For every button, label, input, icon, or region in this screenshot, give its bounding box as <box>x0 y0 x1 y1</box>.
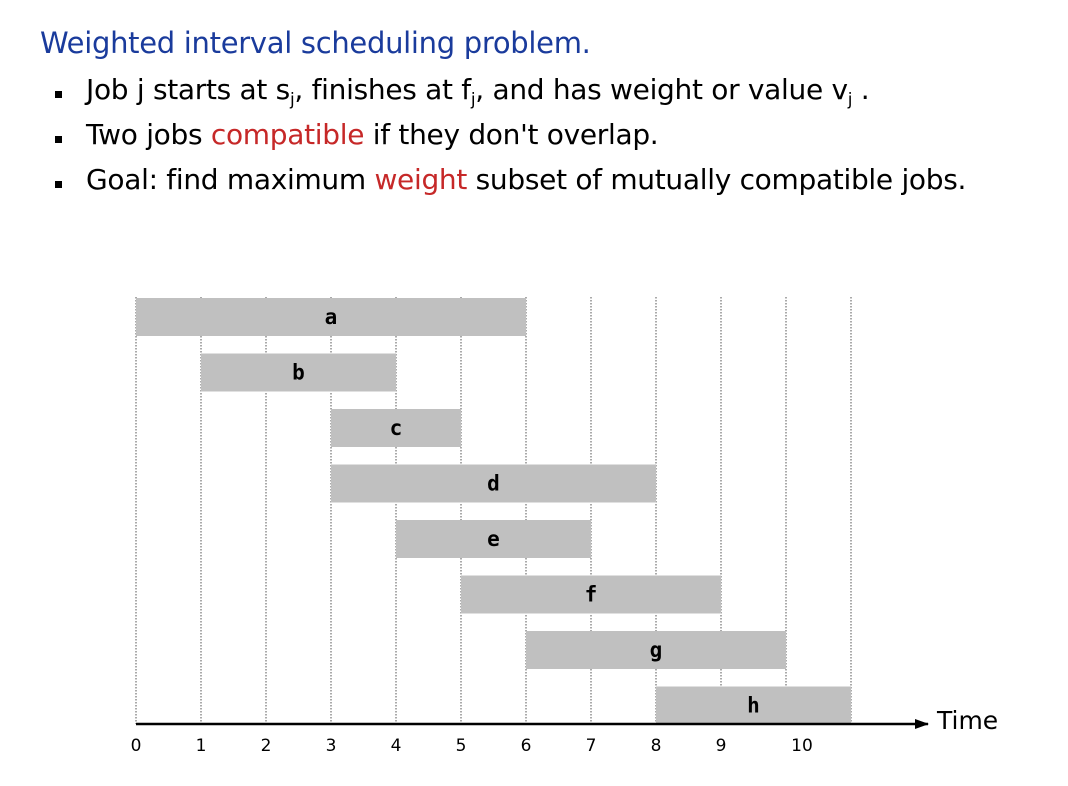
tick-label-6: 6 <box>521 736 532 756</box>
tick-label-10: 10 <box>791 736 813 756</box>
tick-label-0: 0 <box>131 736 142 756</box>
tick-label-3: 3 <box>326 736 337 756</box>
tick-labels: 0 1 2 3 4 5 6 7 8 9 10 <box>131 736 813 756</box>
job-label-c: c <box>390 416 403 440</box>
highlight-weight: weight <box>374 163 468 196</box>
job-bar-h <box>656 686 851 725</box>
tick-label-7: 7 <box>586 736 597 756</box>
job-bar-a <box>136 298 526 336</box>
job-bar-d <box>331 464 656 503</box>
job-bar-g <box>526 631 786 669</box>
tick-label-8: 8 <box>651 736 662 756</box>
job-label-b: b <box>292 361 305 385</box>
job-label-g: g <box>650 638 663 662</box>
job-bar-f <box>461 575 721 614</box>
job-label-a: a <box>325 305 338 329</box>
job-label-d: d <box>487 472 500 496</box>
tick-label-5: 5 <box>456 736 467 756</box>
tick-label-1: 1 <box>196 736 207 756</box>
job-label-h: h <box>747 694 760 718</box>
bullet-list: Job j starts at sj, finishes at fj, and … <box>52 70 966 205</box>
job-label-f: f <box>585 583 598 607</box>
bullet-square-icon <box>55 91 62 98</box>
job-bar-e <box>396 520 591 558</box>
job-label-e: e <box>487 527 500 551</box>
bullet-square-icon <box>55 181 62 188</box>
axis-title: Time <box>936 706 998 735</box>
tick-label-9: 9 <box>716 736 727 756</box>
bullet-square-icon <box>55 136 62 143</box>
highlight-compatible: compatible <box>210 118 365 151</box>
job-bar-b <box>201 353 396 392</box>
bullet-compatible: Two jobs compatible if they don't overla… <box>52 115 966 160</box>
job-bar-c <box>331 409 461 447</box>
job-bars: a b c d e f g h <box>136 298 851 725</box>
grid-lines <box>135 297 852 724</box>
bullet-goal: Goal: find maximum weight subset of mutu… <box>52 160 966 205</box>
tick-label-4: 4 <box>391 736 402 756</box>
slide-title: Weighted interval scheduling problem. <box>40 26 591 60</box>
bullet-job-definition: Job j starts at sj, finishes at fj, and … <box>52 70 966 115</box>
tick-label-2: 2 <box>261 736 272 756</box>
